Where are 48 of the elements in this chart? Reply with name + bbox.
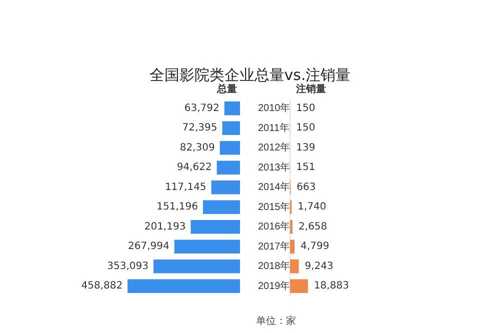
data-label: 63,792 <box>184 102 220 114</box>
series-label: 注销量 <box>295 83 326 96</box>
data-label: 117,145 <box>164 182 206 193</box>
data-label: 267,994 <box>128 241 170 252</box>
data-label: 2,658 <box>298 221 328 232</box>
y-tick-label: 2014年 <box>258 181 290 194</box>
bar <box>290 279 308 294</box>
data-label: 1,740 <box>298 202 326 213</box>
y-tick-label: 2013年 <box>258 161 290 174</box>
y-tick-label: 2010年 <box>258 102 290 114</box>
y-tick-label: 2018年 <box>258 260 290 272</box>
bar <box>290 220 293 234</box>
bar <box>128 279 240 294</box>
bar <box>216 160 240 175</box>
bar <box>202 200 240 214</box>
y-tick-label: 2012年 <box>258 142 290 154</box>
data-label: 9,243 <box>304 260 334 272</box>
data-label: 18,883 <box>314 280 349 292</box>
data-label: 353,093 <box>107 260 148 272</box>
bar <box>290 240 295 254</box>
bar <box>153 259 240 274</box>
y-tick-label: 2016年 <box>258 220 290 233</box>
chart-title: 全国影院类企业总量vs.注销量 <box>148 66 352 84</box>
bar <box>174 240 240 254</box>
y-tick-label: 2015年 <box>258 200 290 213</box>
y-tick-label: 2011年 <box>258 122 290 134</box>
data-label: 72,395 <box>182 122 218 134</box>
bar <box>211 180 240 194</box>
data-label: 151,196 <box>156 202 198 213</box>
data-label: 4,799 <box>300 241 330 252</box>
bar <box>222 121 240 136</box>
data-label: 663 <box>296 182 316 193</box>
bar <box>220 140 240 155</box>
data-label: 150 <box>296 122 316 134</box>
bar <box>290 259 299 274</box>
text: 单位：家 <box>256 314 296 328</box>
data-label: 94,622 <box>176 162 212 174</box>
y-tick-label: 2017年 <box>258 240 290 252</box>
data-label: 458,882 <box>81 280 123 292</box>
bar <box>190 220 240 234</box>
bar <box>224 101 240 116</box>
data-label: 82,309 <box>180 142 215 154</box>
data-label: 150 <box>296 102 316 114</box>
series-label: 总量 <box>216 83 237 96</box>
data-label: 139 <box>296 142 316 154</box>
data-label: 151 <box>296 162 316 174</box>
data-label: 201,193 <box>144 221 186 232</box>
y-tick-label: 2019年 <box>258 280 290 292</box>
